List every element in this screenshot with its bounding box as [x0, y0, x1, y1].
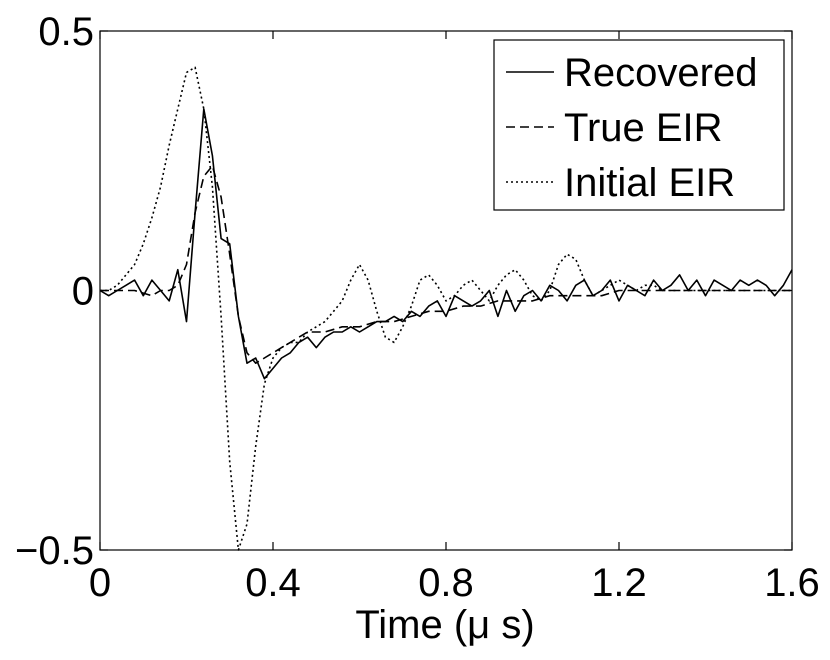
y-tick-label: 0.5: [38, 10, 94, 54]
series-line-recovered: [99, 108, 793, 380]
legend-entry-label: Recovered: [564, 51, 757, 95]
legend-entry-label: True EIR: [564, 106, 723, 150]
series-layer: [99, 66, 793, 551]
ticks-layer: 0 0.4 0.8 1.2 1.6−0.500.5: [15, 10, 820, 605]
series-line-true-eir: [100, 165, 792, 365]
y-tick-label: 0: [72, 270, 94, 314]
x-axis-label: Time (μ s): [355, 603, 534, 647]
x-tick-label: 0: [89, 561, 111, 605]
legend-box: [493, 39, 785, 211]
x-tick-label: 0.4: [245, 561, 301, 605]
x-tick-label: 0.8: [418, 561, 474, 605]
legend-entry-label: Initial EIR: [564, 161, 735, 205]
x-tick-label: 1.2: [591, 561, 647, 605]
x-tick-label: 1.6: [764, 561, 820, 605]
y-tick-label: −0.5: [15, 529, 94, 573]
legend: Recovered True EIR Initial EIR: [493, 39, 785, 211]
series-line-initial-eir: [100, 66, 792, 551]
